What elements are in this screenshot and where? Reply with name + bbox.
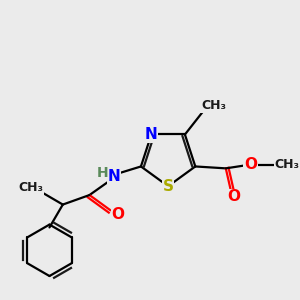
Text: CH₃: CH₃ — [201, 99, 226, 112]
Text: O: O — [244, 157, 257, 172]
Text: S: S — [163, 179, 174, 194]
Text: H: H — [97, 166, 109, 180]
Text: O: O — [227, 189, 240, 204]
Text: N: N — [145, 127, 158, 142]
Text: O: O — [112, 207, 124, 222]
Text: N: N — [108, 169, 121, 184]
Text: CH₃: CH₃ — [274, 158, 299, 171]
Text: CH₃: CH₃ — [18, 181, 43, 194]
